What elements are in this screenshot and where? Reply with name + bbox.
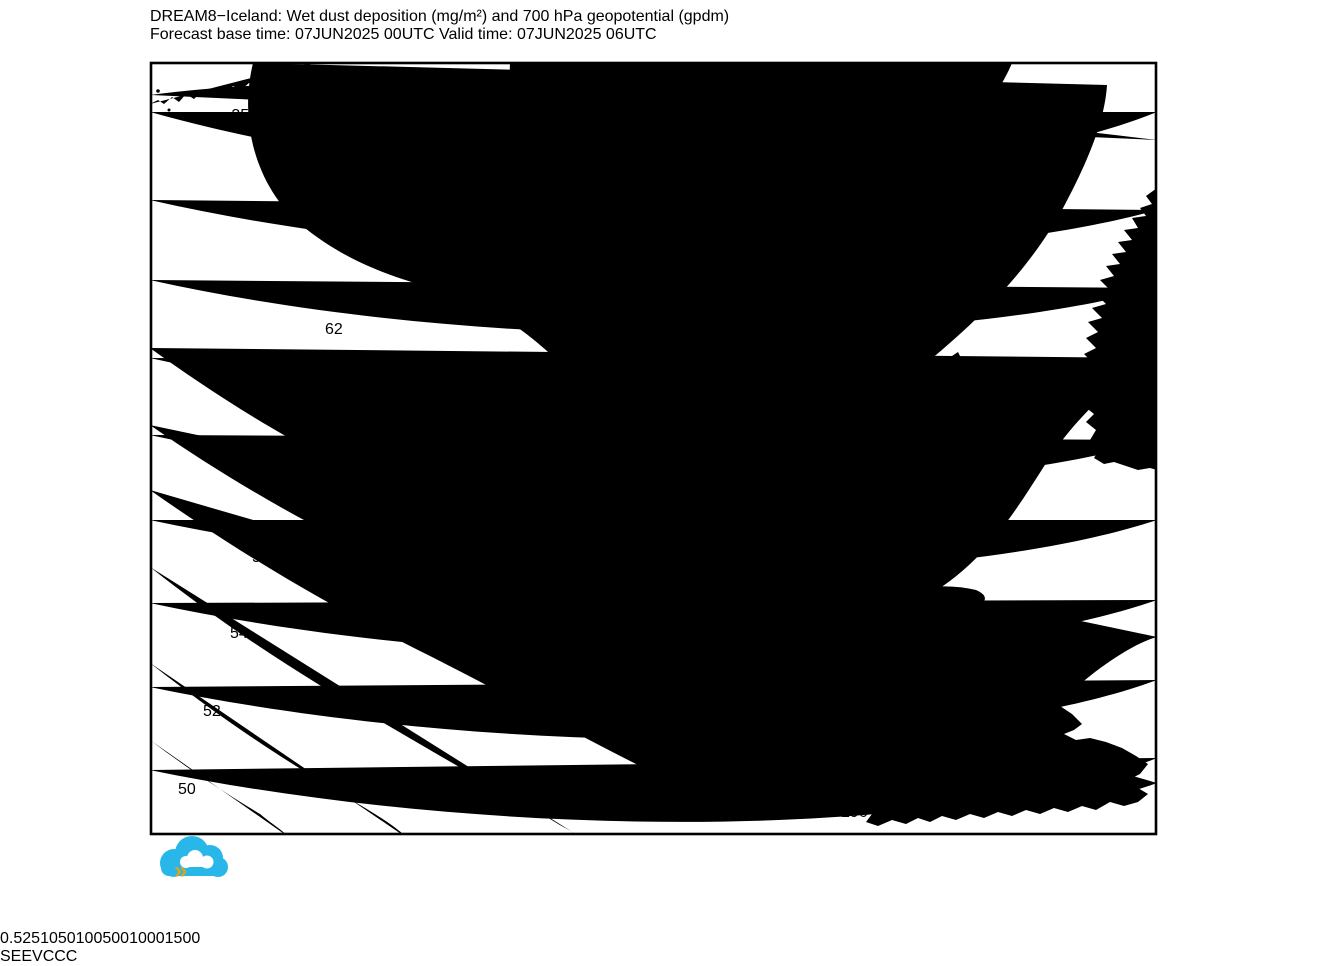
color-scale-value: 5 <box>31 930 41 947</box>
color-scale-value: 50 <box>57 930 76 947</box>
contour-value-labels: 276 280 284 288 292 296 <box>646 155 993 821</box>
longitude-labels: −35 −30 −25 −20 −15 −10 −5 0 5 <box>222 107 1049 183</box>
coastline-norway <box>1082 188 1156 470</box>
lat-label: 54 <box>230 625 248 642</box>
contour-304 <box>151 663 403 834</box>
contour-label-280: 280 <box>646 256 673 273</box>
color-scale-value: 1000 <box>129 930 165 947</box>
weather-map-svg: 276 280 284 288 292 296 −35 −30 −25 −20 … <box>149 61 1158 884</box>
color-scale-value: 2 <box>22 930 32 947</box>
contour-296 <box>151 490 1156 813</box>
lon-label: −15 <box>629 166 656 183</box>
map-border <box>149 61 1158 836</box>
lon-label: 5 <box>1040 115 1049 132</box>
lon-label: −35 <box>222 107 249 124</box>
color-scale-value: 500 <box>102 930 130 947</box>
contour-label-296: 296 <box>841 804 868 821</box>
seevccc-logo-cloud: » <box>160 836 228 884</box>
contour-288 <box>151 348 1156 650</box>
contour-label-288: 288 <box>800 635 827 652</box>
seevccc-logo: SEEVCCC <box>0 948 1329 966</box>
lon-label: −10 <box>731 163 758 180</box>
color-scale-value: 1500 <box>164 930 201 947</box>
lon-label: −5 <box>842 158 860 175</box>
color-scale-value: 0.5 <box>0 930 23 947</box>
contour-label-276: 276 <box>757 155 784 172</box>
contour-label-292: 292 <box>966 734 993 751</box>
logo-arrow-icon: » <box>174 857 187 884</box>
chart-title: DREAM8−Iceland: Wet dust deposition (mg/… <box>150 8 1325 44</box>
lat-label: 60 <box>302 397 320 414</box>
lat-label: 52 <box>203 703 221 720</box>
lat-label: 50 <box>178 781 196 798</box>
title-line1: DREAM8−Iceland: Wet dust deposition (mg/… <box>150 8 730 25</box>
logo-text: SEEVCCC <box>0 948 78 965</box>
contour-label-284: 284 <box>757 448 784 465</box>
lat-label: 58 <box>278 472 296 489</box>
lat-label: 64 <box>352 245 370 262</box>
lon-label: −30 <box>318 130 345 147</box>
dust-color-scale-labels: 0.525105010050010001500 <box>0 930 1329 948</box>
contour-292 <box>151 425 1156 742</box>
color-scale-value: 100 <box>75 930 103 947</box>
geopotential-contours <box>151 63 1156 834</box>
lat-label: 68 <box>398 94 416 111</box>
lat-label: 62 <box>325 321 343 338</box>
lat-label: 66 <box>375 170 393 187</box>
title-line2: Forecast base time: 07JUN2025 00UTC Vali… <box>150 26 657 43</box>
contour-308 <box>151 740 286 834</box>
lat-label: 56 <box>252 549 270 566</box>
map-area: 276 280 284 288 292 296 −35 −30 −25 −20 … <box>149 61 1158 884</box>
lon-label: 0 <box>941 140 950 157</box>
color-scale-value: 10 <box>40 930 58 947</box>
lon-label: −20 <box>524 163 551 180</box>
lon-label: −25 <box>425 149 452 166</box>
latitude-labels: 68 66 64 62 60 58 56 54 52 50 <box>178 94 416 798</box>
